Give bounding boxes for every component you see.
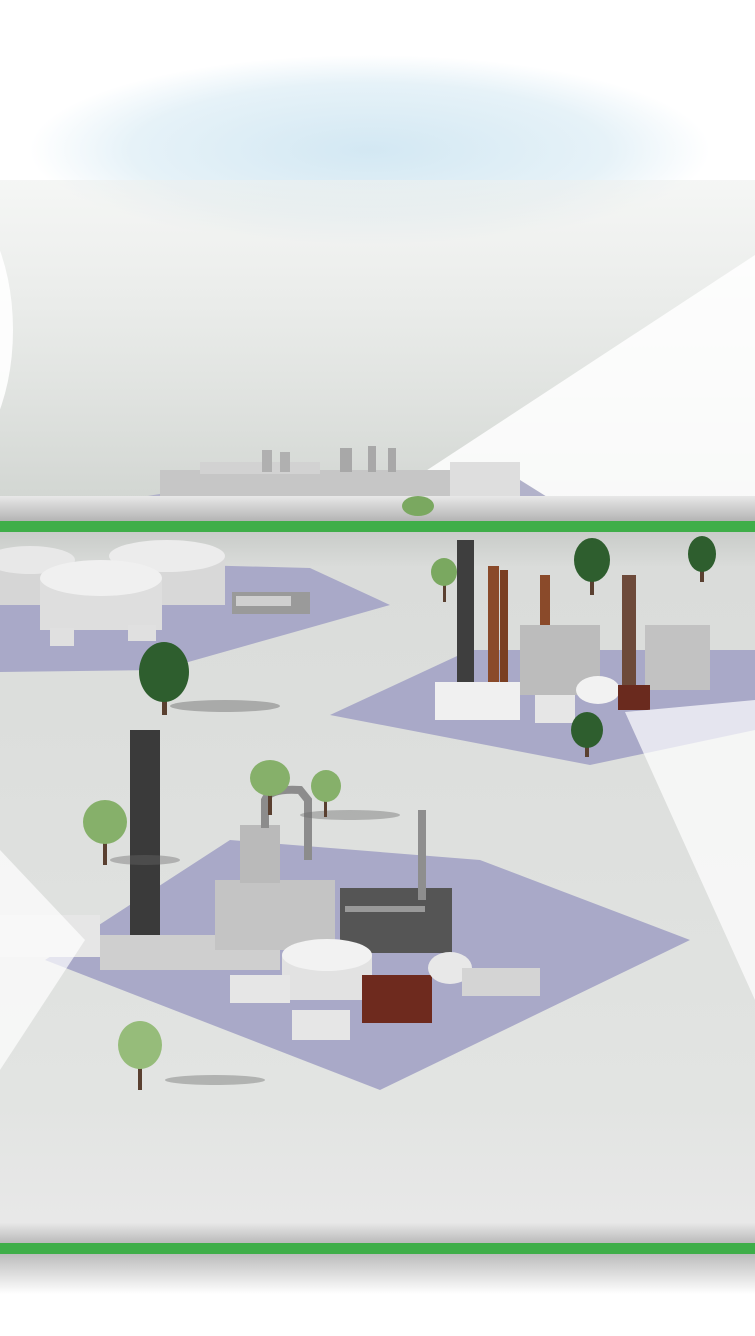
- brown-box: [618, 685, 650, 710]
- tree-crown: [311, 770, 341, 802]
- left-edge: [0, 850, 100, 1070]
- tank-farm: [0, 540, 390, 672]
- truck: [462, 968, 540, 996]
- building: [215, 880, 335, 950]
- building: [450, 462, 520, 502]
- main-plant: [45, 730, 690, 1090]
- tree-crown: [402, 496, 434, 516]
- light-curve: [0, 250, 13, 410]
- brown-box: [362, 975, 432, 1023]
- light-wedge: [625, 700, 755, 1000]
- tree-trunk: [138, 1055, 142, 1090]
- tree-trunk: [268, 785, 272, 815]
- small-tank: [292, 1010, 350, 1040]
- divider-band: [0, 496, 755, 521]
- building: [340, 888, 452, 953]
- tower: [388, 448, 396, 472]
- tree-crown: [250, 760, 290, 796]
- tank-top: [40, 560, 162, 596]
- tree-trunk: [443, 580, 446, 602]
- tree-crown: [688, 536, 716, 572]
- green-stripe: [0, 521, 755, 532]
- column: [540, 575, 550, 665]
- tree-crown: [118, 1021, 162, 1069]
- trees: [83, 496, 716, 1090]
- column: [457, 540, 474, 690]
- tower: [262, 450, 272, 472]
- building: [645, 625, 710, 690]
- small-tank: [50, 628, 74, 646]
- tree-crown: [574, 538, 610, 582]
- tree-crown: [83, 800, 127, 844]
- chimney: [418, 810, 426, 900]
- tower: [240, 825, 280, 883]
- tank-top: [282, 939, 372, 971]
- tree-trunk: [103, 830, 107, 865]
- light-wedge: [0, 850, 85, 1070]
- column: [488, 566, 499, 690]
- small-tank: [128, 625, 156, 641]
- green-stripe: [0, 1243, 755, 1254]
- column: [500, 570, 508, 690]
- tree-shadow: [300, 810, 400, 820]
- tree-shadow: [110, 855, 180, 865]
- tree-crown: [431, 558, 457, 586]
- bottom-shadow: [0, 1254, 755, 1294]
- tree-crown: [571, 712, 603, 748]
- building: [435, 682, 520, 720]
- building: [200, 462, 320, 474]
- tree-shadow: [170, 700, 280, 712]
- truck-tank: [236, 596, 291, 606]
- column: [130, 730, 160, 940]
- truck: [535, 695, 575, 723]
- windows: [345, 906, 425, 912]
- tank: [576, 676, 620, 704]
- tree-crown: [139, 642, 189, 702]
- tree-trunk: [590, 570, 594, 595]
- tank: [428, 952, 472, 984]
- small-tank: [230, 975, 290, 1003]
- tower: [340, 448, 352, 472]
- tower: [280, 452, 290, 472]
- light-wedge: [415, 255, 755, 500]
- tower: [368, 446, 376, 472]
- column: [622, 575, 636, 685]
- tree-shadow: [165, 1075, 265, 1085]
- tree-trunk: [324, 795, 327, 817]
